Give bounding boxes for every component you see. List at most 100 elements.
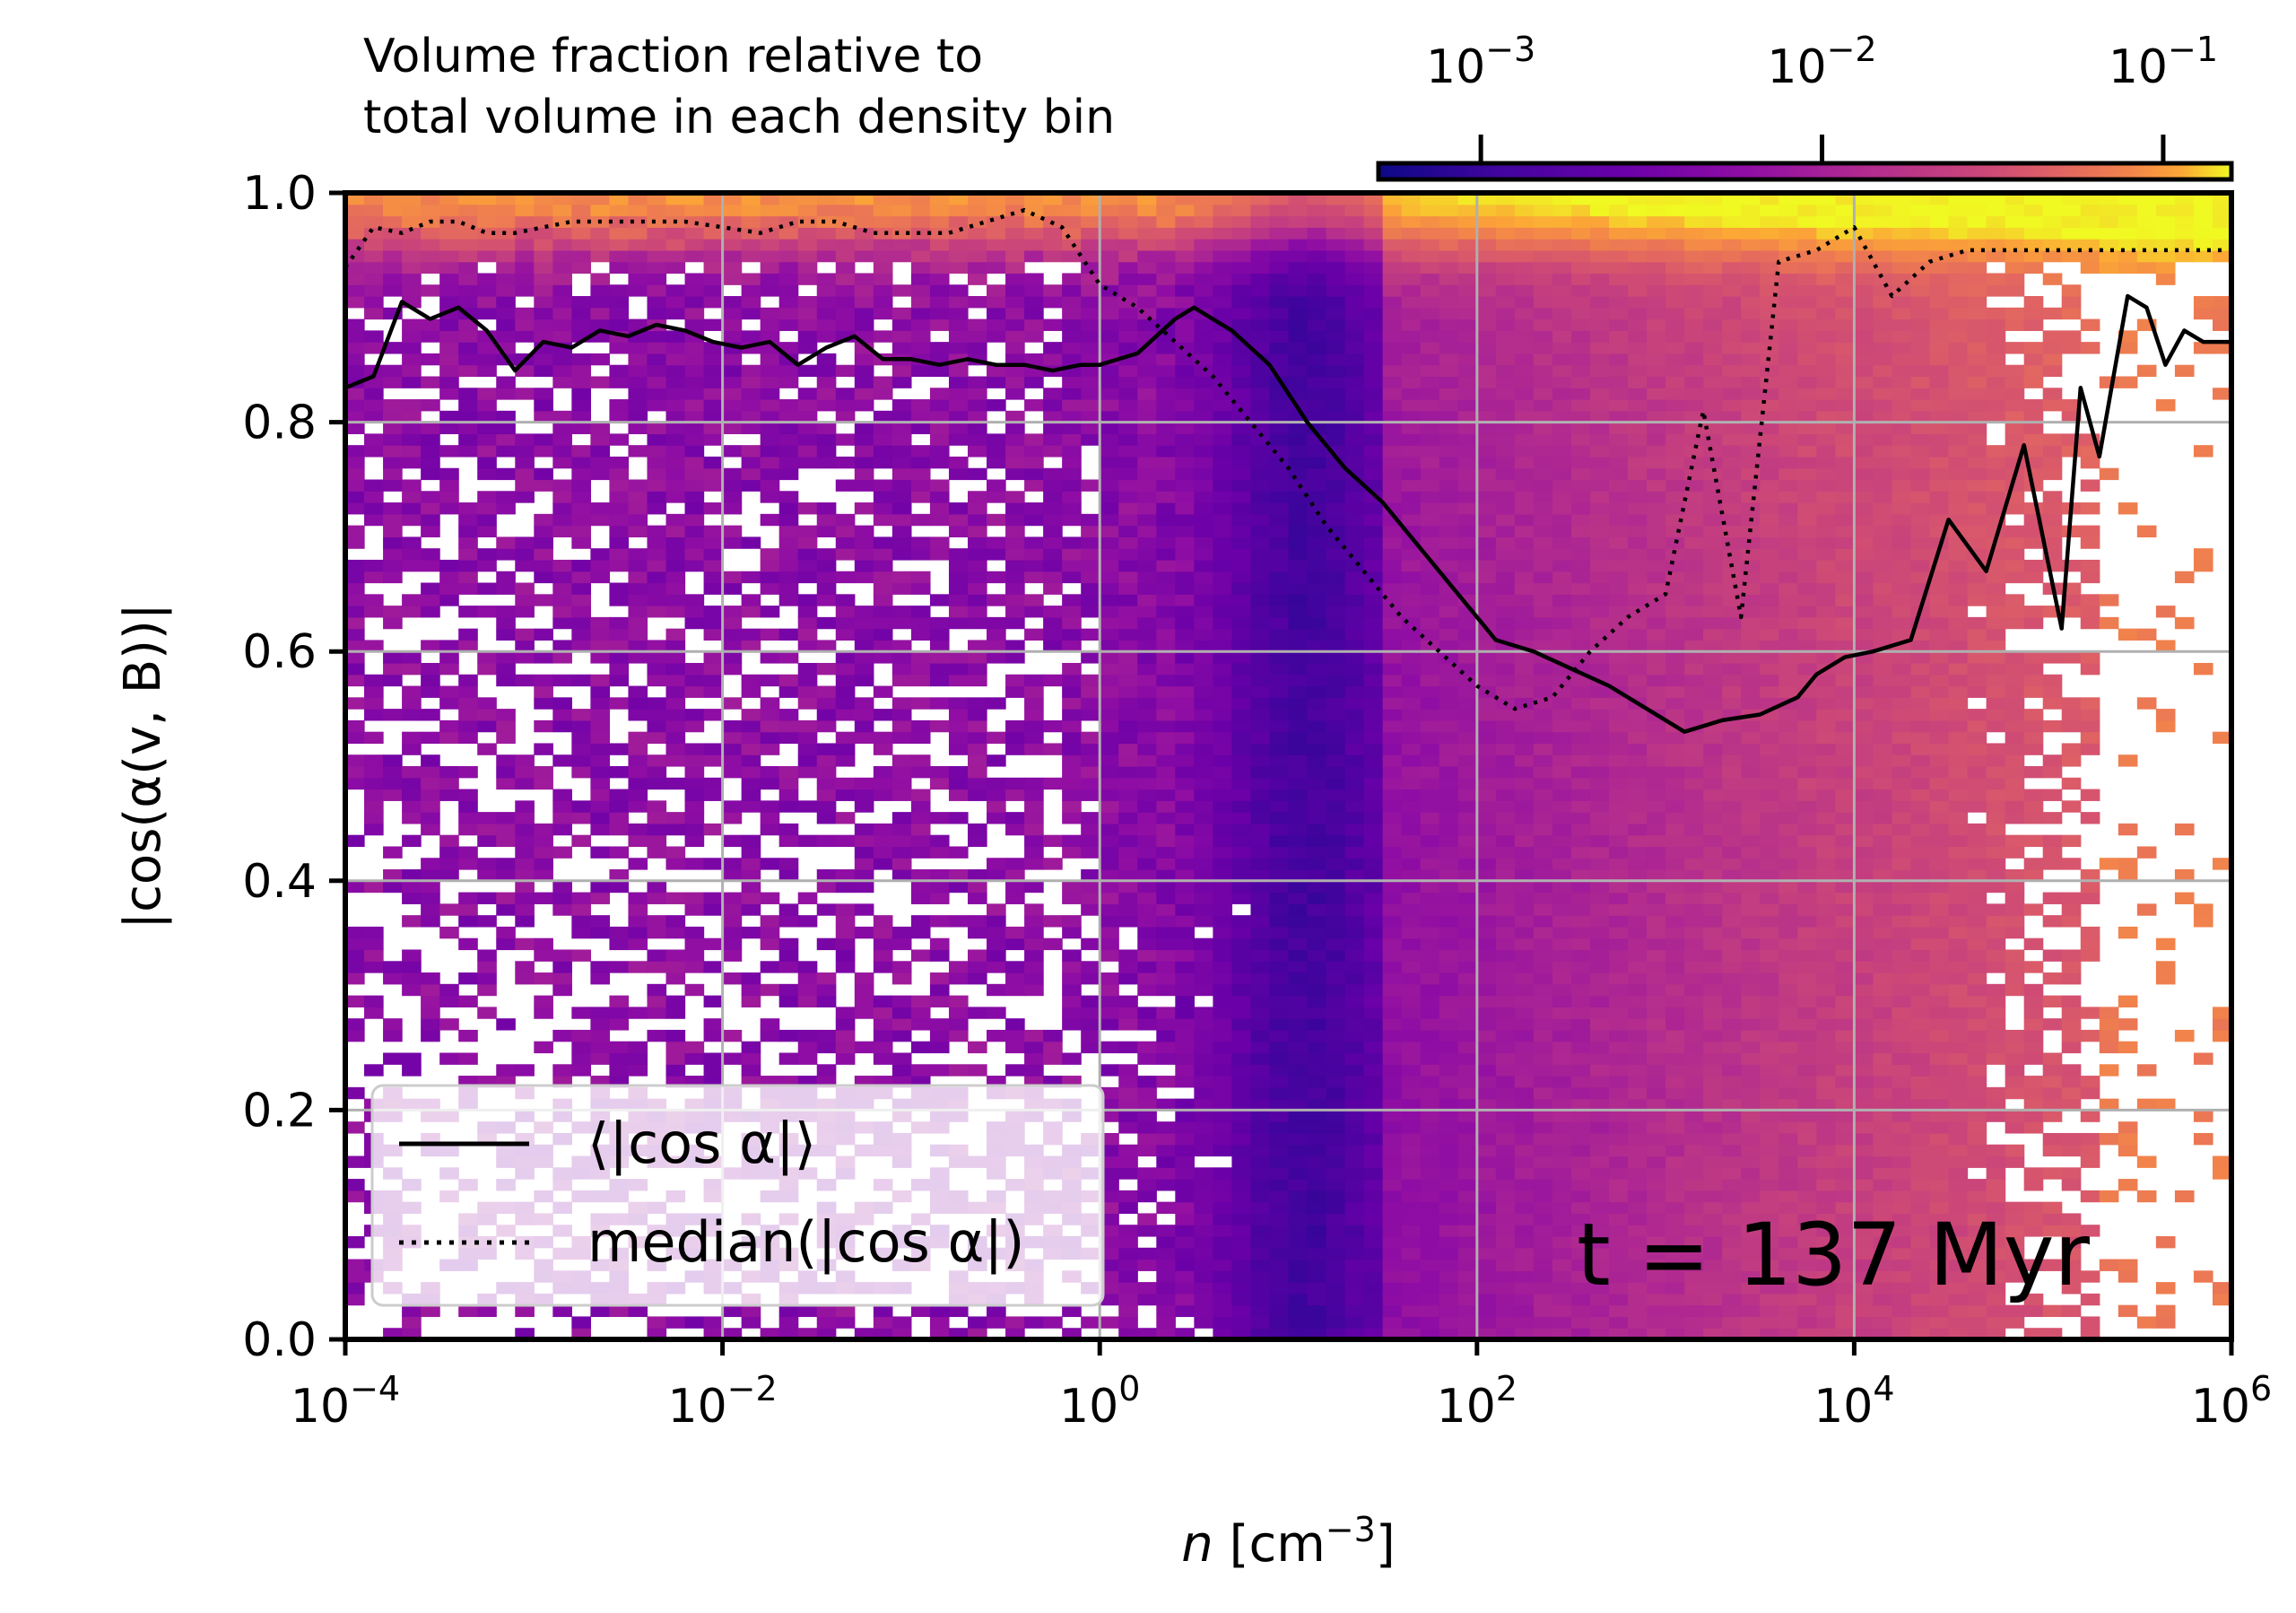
heatmap-cell: [948, 869, 969, 882]
heatmap-cell: [1250, 846, 1271, 859]
heatmap-cell: [383, 215, 403, 228]
heatmap-cell: [1439, 479, 1459, 492]
heatmap-cell: [722, 525, 743, 537]
heatmap-cell: [816, 995, 837, 1007]
heatmap-cell: [1062, 249, 1082, 263]
heatmap-cell: [835, 834, 856, 848]
heatmap-cell: [703, 318, 724, 331]
heatmap-cell: [1307, 606, 1327, 618]
heatmap-cell: [1326, 433, 1346, 446]
heatmap-cell: [1194, 525, 1213, 537]
heatmap-cell: [590, 559, 611, 572]
heatmap-cell: [1269, 571, 1290, 584]
heatmap-cell: [1439, 685, 1459, 698]
heatmap-cell: [873, 239, 893, 251]
heatmap-cell: [552, 972, 572, 985]
heatmap-cell: [1231, 1098, 1252, 1111]
heatmap-cell: [1194, 697, 1213, 710]
heatmap-cell: [1100, 1259, 1119, 1271]
heatmap-cell: [1439, 915, 1459, 928]
heatmap-cell: [1231, 812, 1252, 824]
heatmap-cell: [515, 445, 535, 458]
heatmap-cell: [364, 433, 384, 446]
heatmap-cell: [1495, 1029, 1516, 1042]
heatmap-cell: [439, 467, 459, 481]
heatmap-cell: [797, 239, 818, 251]
heatmap-cell: [1231, 1121, 1252, 1134]
heatmap-cell: [1344, 674, 1365, 687]
heatmap-cell: [1081, 204, 1100, 217]
heatmap-cell: [684, 1041, 705, 1054]
heatmap-cell: [1420, 261, 1440, 275]
heatmap-cell: [1439, 674, 1459, 687]
heatmap-cell: [1344, 640, 1365, 652]
heatmap-cell: [1250, 674, 1271, 687]
heatmap-cell: [647, 456, 667, 469]
heatmap-cell: [345, 456, 365, 469]
heatmap-cell: [1137, 674, 1157, 687]
heatmap-cell: [1024, 823, 1044, 836]
heatmap-cell: [477, 697, 497, 710]
heatmap-cell: [987, 296, 1006, 309]
heatmap-cell: [1420, 422, 1440, 434]
heatmap-cell: [1156, 616, 1176, 630]
heatmap-cell: [552, 445, 572, 458]
heatmap-cell: [1457, 388, 1478, 400]
heatmap-cell: [1457, 571, 1478, 584]
heatmap-cell: [1137, 606, 1157, 618]
heatmap-cell: [741, 1316, 761, 1329]
heatmap-cell: [647, 766, 667, 779]
heatmap-cell: [345, 491, 365, 503]
heatmap-cell: [1363, 743, 1384, 755]
heatmap-cell: [1213, 479, 1233, 492]
heatmap-cell: [1533, 433, 1553, 446]
heatmap-cell: [910, 846, 931, 859]
heatmap-cell: [1137, 743, 1157, 755]
heatmap-cell: [1081, 892, 1100, 904]
heatmap-cell: [1269, 239, 1290, 251]
heatmap-cell: [534, 410, 553, 423]
heatmap-cell: [1269, 1086, 1290, 1100]
heatmap-cell: [1250, 628, 1271, 641]
heatmap-cell: [854, 995, 874, 1007]
heatmap-cell: [1307, 846, 1327, 859]
heatmap-cell: [1457, 467, 1478, 481]
heatmap-cell: [665, 812, 686, 824]
heatmap-cell: [1288, 892, 1309, 904]
heatmap-cell: [571, 399, 591, 412]
heatmap-cell: [1382, 937, 1403, 951]
heatmap-cell: [873, 1007, 893, 1019]
heatmap-cell: [1213, 1282, 1233, 1295]
heatmap-cell: [1024, 296, 1044, 309]
heatmap-cell: [1420, 640, 1440, 652]
heatmap-cell: [1062, 834, 1082, 848]
heatmap-cell: [891, 812, 912, 824]
heatmap-cell: [1457, 1167, 1478, 1180]
heatmap-cell: [1213, 193, 1233, 205]
heatmap-cell: [835, 273, 856, 285]
heatmap-cell: [873, 479, 893, 492]
heatmap-cell: [1100, 1316, 1119, 1329]
heatmap-cell: [987, 491, 1006, 503]
heatmap-cell: [1495, 1304, 1516, 1318]
heatmap-cell: [1420, 1259, 1440, 1271]
heatmap-cell: [1081, 777, 1100, 790]
heatmap-cell: [929, 662, 950, 676]
heatmap-cell: [1118, 594, 1138, 606]
heatmap-cell: [1476, 926, 1497, 939]
heatmap-cell: [684, 239, 705, 251]
heatmap-cell: [1194, 193, 1213, 205]
heatmap-cell: [402, 869, 422, 882]
heatmap-cell: [1288, 800, 1309, 813]
heatmap-cell: [910, 697, 931, 710]
heatmap-cell: [1005, 445, 1025, 458]
heatmap-cell: [477, 364, 497, 378]
heatmap-cell: [816, 1304, 837, 1318]
heatmap-cell: [929, 697, 950, 710]
heatmap-cell: [1213, 812, 1233, 824]
heatmap-cell: [665, 731, 686, 745]
heatmap-cell: [383, 766, 403, 779]
heatmap-cell: [665, 353, 686, 366]
heatmap-cell: [967, 467, 987, 481]
heatmap-cell: [1514, 937, 1535, 951]
